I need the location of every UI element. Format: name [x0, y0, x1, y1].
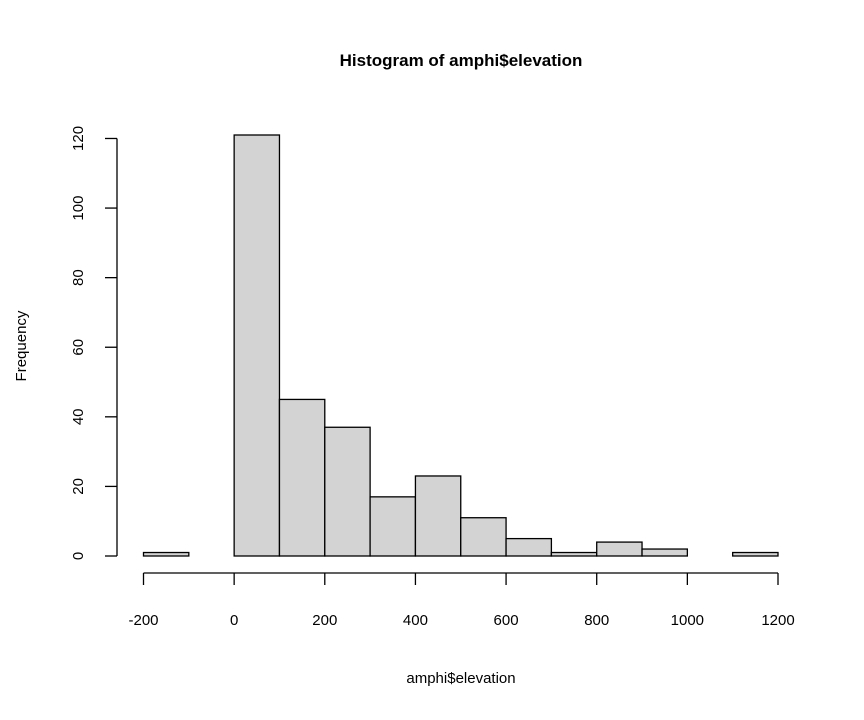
x-axis-label: amphi$elevation — [406, 670, 515, 687]
histogram-bar — [505, 537, 553, 557]
y-axis-label: Frequency — [13, 310, 30, 381]
x-tick-label: 600 — [494, 612, 519, 629]
y-axis: 0 20 40 60 80 100 120 — [70, 126, 118, 560]
histogram-bar — [278, 398, 326, 557]
histogram-bar — [732, 551, 779, 557]
y-tick-label: 40 — [70, 408, 87, 425]
histogram-bar — [369, 496, 417, 557]
x-tick-label: 400 — [403, 612, 428, 629]
histogram-bar — [324, 426, 371, 557]
y-tick-label: 100 — [70, 196, 87, 221]
x-axis: -200 0 200 400 600 800 1000 1200 — [128, 572, 795, 629]
x-tick-label: 1200 — [761, 612, 794, 629]
y-tick-label: 80 — [70, 269, 87, 286]
y-tick-label: 20 — [70, 478, 87, 495]
y-tick-label: 60 — [70, 339, 87, 356]
bars-group — [142, 134, 779, 557]
histogram-bar — [142, 551, 190, 557]
histogram-bar — [414, 475, 462, 557]
histogram-bar — [641, 548, 689, 557]
histogram-bar — [460, 517, 507, 557]
x-tick-label: 1000 — [671, 612, 704, 629]
y-tick-label: 120 — [70, 126, 87, 151]
y-tick-label: 0 — [70, 552, 87, 560]
x-tick-label: -200 — [128, 612, 158, 629]
chart-title: Histogram of amphi$elevation — [340, 51, 583, 70]
x-tick-label: 800 — [584, 612, 609, 629]
x-tick-label: 0 — [230, 612, 238, 629]
histogram-bar — [233, 134, 281, 557]
histogram-bar — [550, 551, 598, 557]
histogram-bar — [596, 541, 643, 557]
x-tick-label: 200 — [312, 612, 337, 629]
